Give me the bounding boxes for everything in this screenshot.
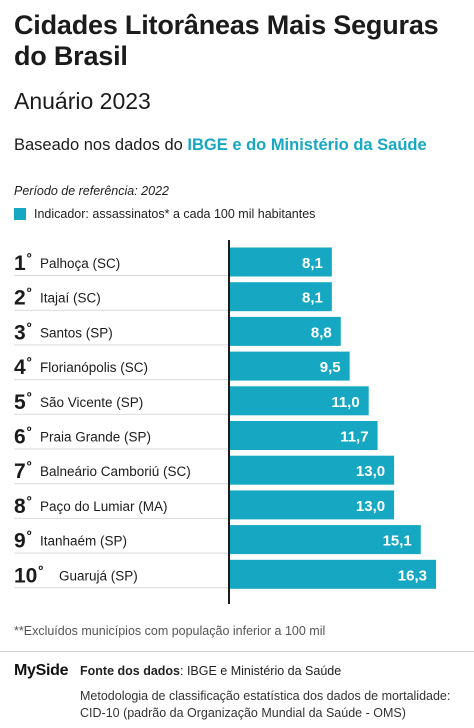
city-label: São Vicente (SP) (40, 395, 143, 410)
legend: Indicador: assassinatos* a cada 100 mil … (14, 205, 315, 223)
bar (229, 421, 378, 450)
reference-period: Período de referência: 2022 (14, 184, 169, 198)
footer-divider (0, 651, 474, 652)
rank-label: 7º (14, 458, 32, 483)
value-label: 16,3 (398, 567, 427, 584)
rank-label: 8º (14, 493, 32, 518)
value-label: 8,8 (311, 324, 332, 341)
bar (229, 490, 395, 520)
rank-label: 2º (14, 285, 32, 310)
data-basis-prefix: Baseado nos dados do (14, 136, 188, 154)
city-label: Itanhaém (SP) (40, 534, 127, 549)
value-label: 13,0 (356, 463, 385, 480)
bar (229, 559, 437, 589)
value-label: 9,5 (320, 359, 341, 376)
myside-logo: MySide (14, 662, 69, 679)
data-source-text: : IBGE e Ministério da Saúde (180, 664, 342, 678)
bar (229, 351, 350, 381)
data-basis-highlight: IBGE e do Ministério da Saúde (187, 136, 427, 154)
rank-label: 9º (14, 528, 32, 553)
footnote: **Excluídos municípios com população inf… (14, 624, 326, 638)
rank-label: 3º (14, 319, 32, 344)
city-label: Guarujá (SP) (59, 568, 138, 583)
data-basis: Baseado nos dados do IBGE e do Ministéri… (14, 136, 427, 155)
city-label: Itajaí (SC) (40, 291, 101, 306)
city-label: Florianópolis (SC) (40, 360, 148, 375)
bar (229, 282, 332, 312)
bar (229, 316, 341, 346)
value-label: 11,7 (340, 429, 368, 446)
rank-label: 1º (14, 250, 32, 275)
legend-swatch (14, 208, 26, 220)
chart-subtitle: Anuário 2023 (14, 88, 151, 114)
bar (229, 386, 369, 416)
city-label: Balneário Camboriú (SC) (40, 464, 191, 479)
value-label: 15,1 (383, 533, 412, 550)
rank-label: 6º (14, 424, 32, 449)
value-label: 11,0 (331, 394, 359, 411)
chart-title: Cidades Litorâneas Mais Seguras do Brasi… (14, 10, 439, 71)
rank-label: 4º (14, 354, 32, 379)
bar (229, 247, 332, 277)
city-label: Praia Grande (SP) (40, 430, 151, 445)
data-source: Fonte dos dados: IBGE e Ministério da Sa… (80, 664, 341, 678)
city-label: Paço do Lumiar (MA) (40, 499, 168, 514)
bar (229, 525, 421, 555)
legend-label: Indicador: assassinatos* a cada 100 mil … (34, 207, 316, 221)
rank-label: 10º (14, 562, 43, 587)
city-label: Santos (SP) (40, 325, 113, 340)
data-source-label: Fonte dos dados (80, 664, 180, 678)
bar (229, 455, 395, 485)
rank-label: 5º (14, 389, 32, 414)
methodology-note: Metodologia de classificação estatística… (80, 689, 451, 720)
city-label: Palhoça (SC) (40, 256, 120, 271)
value-label: 13,0 (356, 498, 385, 515)
value-label: 8,1 (302, 290, 323, 307)
value-label: 8,1 (302, 255, 323, 272)
